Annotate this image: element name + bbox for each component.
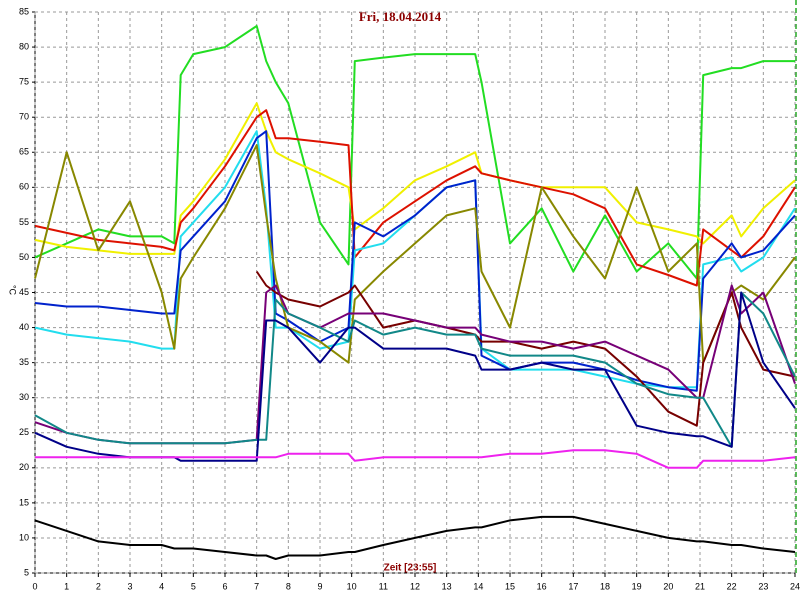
x-tick-label: 13 [442,581,452,591]
y-tick-label: 55 [19,217,29,227]
x-tick-label: 3 [127,581,132,591]
series-line [34,515,796,560]
x-tick-label: 12 [410,581,420,591]
y-tick-label: 50 [19,252,29,262]
y-tick-label: 30 [19,392,29,402]
series-line [34,291,796,462]
y-tick-label: 80 [19,41,29,51]
x-axis-label: Zeit [23:55] [384,563,437,574]
series-line [34,109,796,287]
x-tick-label: 5 [191,581,196,591]
y-tick-label: 70 [19,112,29,122]
x-tick-label: 4 [159,581,164,591]
series-line [34,144,796,364]
x-tick-label: 8 [286,581,291,591]
y-tick-label: 20 [19,462,29,472]
series-line [34,25,795,280]
x-tick-label: 22 [727,581,737,591]
series-line [255,270,796,427]
y-axis-label: °C [8,285,18,296]
series-line [34,291,796,448]
y-tick-label: 85 [19,6,29,16]
y-tick-label: 65 [19,147,29,157]
x-tick-label: 10 [347,581,357,591]
x-tick-label: 19 [632,581,642,591]
y-tick-label: 40 [19,322,29,332]
x-tick-label: 1 [64,581,69,591]
x-tick-label: 20 [663,581,673,591]
series-line [35,449,796,469]
x-tick-label: 2 [96,581,101,591]
x-tick-label: 15 [505,581,515,591]
x-tick-label: 14 [473,581,483,591]
chart-title: Fri, 18.04.2014 [359,9,442,24]
y-tick-label: 5 [24,567,29,577]
x-tick-label: 6 [222,581,227,591]
x-tick-label: 11 [379,581,388,591]
x-tick-label: 9 [317,581,322,591]
y-tick-label: 45 [19,287,29,297]
x-tick-label: 17 [568,581,578,591]
y-tick-label: 25 [19,427,29,437]
x-tick-label: 18 [600,581,610,591]
x-tick-label: 21 [695,581,705,591]
y-tick-label: 10 [19,532,29,542]
x-tick-label: 16 [537,581,547,591]
x-tick-label: 24 [790,581,800,591]
y-tick-label: 35 [19,357,29,367]
x-tick-label: 0 [32,581,37,591]
y-tick-label: 15 [19,497,29,507]
y-tick-label: 75 [19,77,29,87]
x-tick-label: 7 [254,581,259,591]
x-tick-label: 23 [758,581,768,591]
y-tick-label: 60 [19,182,29,192]
